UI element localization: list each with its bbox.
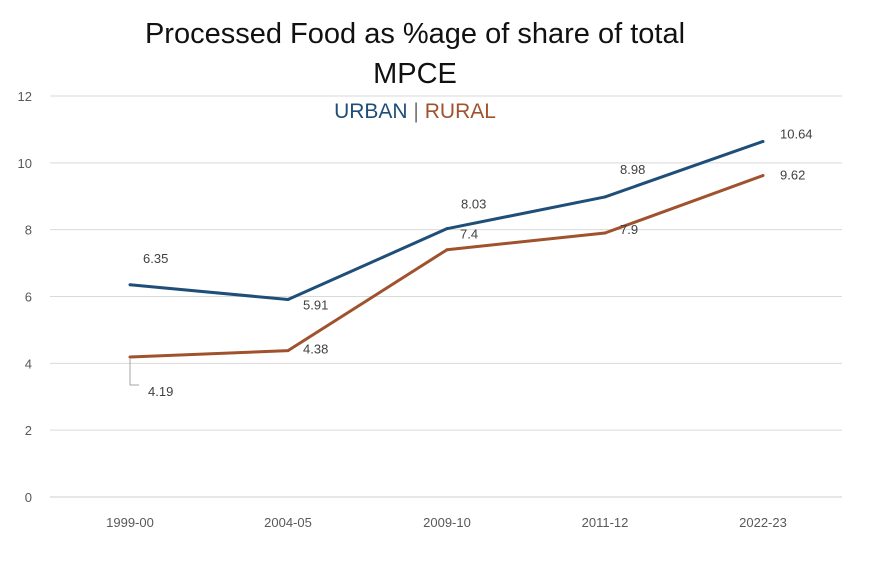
data-point	[286, 298, 290, 302]
data-point	[445, 248, 449, 252]
data-point	[761, 139, 765, 143]
data-point	[761, 174, 765, 178]
data-point	[128, 355, 132, 359]
y-tick-label: 12	[18, 89, 32, 104]
x-tick-label: 2009-10	[423, 515, 471, 530]
data-label: 5.91	[303, 298, 328, 313]
y-tick-label: 2	[25, 423, 32, 438]
data-label: 10.64	[780, 126, 813, 141]
data-label: 8.03	[461, 197, 486, 212]
y-tick-label: 10	[18, 156, 32, 171]
series-line-urban	[129, 140, 764, 302]
data-label: 8.98	[620, 162, 645, 177]
data-label: 7.9	[620, 222, 638, 237]
data-label: 7.4	[460, 227, 478, 242]
data-label: 4.19	[148, 384, 173, 399]
x-tick-label: 1999-00	[106, 515, 154, 530]
data-point	[286, 349, 290, 353]
data-label: 6.35	[143, 251, 168, 266]
title-line-1: Processed Food as %age of share of total	[144, 18, 686, 50]
chart-title: Processed Food as %age of share of total…	[0, 14, 830, 94]
data-point	[603, 231, 607, 235]
data-point	[445, 227, 449, 231]
y-tick-label: 8	[25, 223, 32, 238]
x-tick-label: 2022-23	[739, 515, 787, 530]
title-line-2: MPCE	[373, 58, 457, 90]
y-tick-label: 4	[25, 356, 32, 371]
legend-urban: URBAN	[334, 100, 408, 123]
series-line-rural	[129, 174, 764, 359]
legend-rural: RURAL	[424, 100, 496, 123]
leader-line	[129, 358, 139, 386]
data-point	[128, 283, 132, 287]
data-label: 4.38	[303, 342, 328, 357]
data-label: 9.62	[780, 168, 805, 183]
legend-separator: |	[413, 100, 419, 123]
x-tick-label: 2004-05	[264, 515, 312, 530]
x-tick-label: 2011-12	[582, 515, 629, 530]
data-point	[603, 195, 607, 199]
y-tick-label: 6	[25, 290, 32, 305]
legend: URBAN | RURAL	[0, 100, 830, 124]
y-tick-label: 0	[25, 490, 32, 505]
